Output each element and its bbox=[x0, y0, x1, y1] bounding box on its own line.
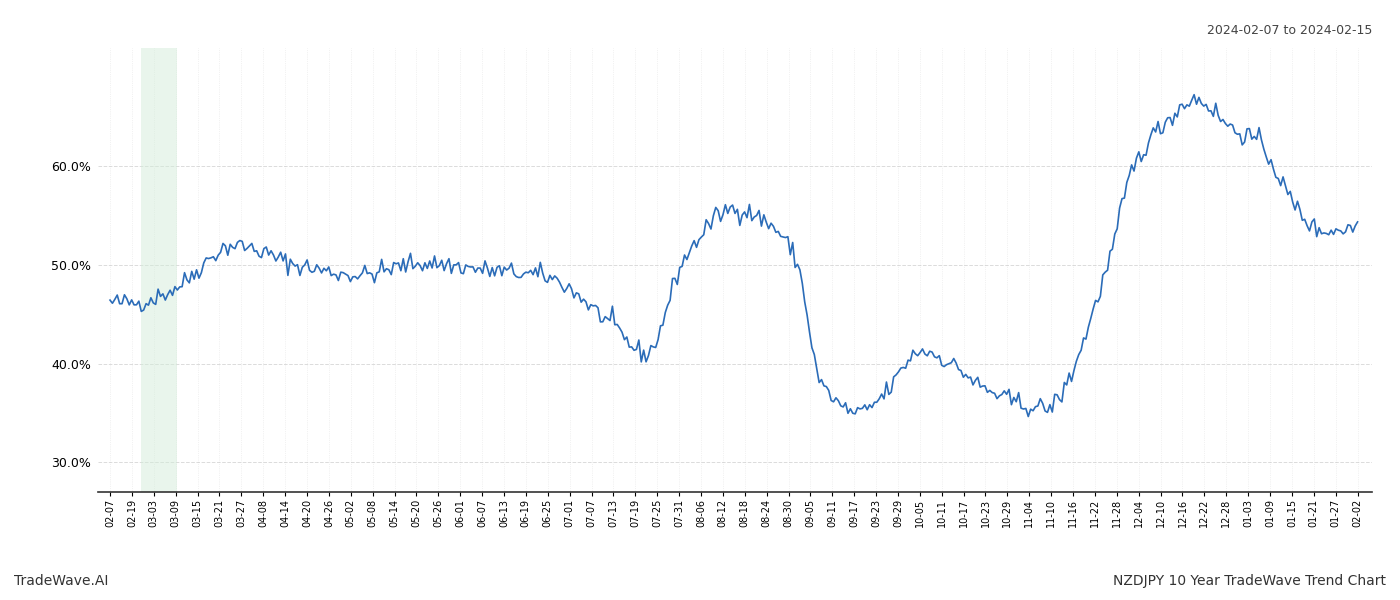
Text: 2024-02-07 to 2024-02-15: 2024-02-07 to 2024-02-15 bbox=[1207, 24, 1372, 37]
Text: TradeWave.AI: TradeWave.AI bbox=[14, 574, 108, 588]
Text: NZDJPY 10 Year TradeWave Trend Chart: NZDJPY 10 Year TradeWave Trend Chart bbox=[1113, 574, 1386, 588]
Bar bbox=[141, 48, 178, 492]
